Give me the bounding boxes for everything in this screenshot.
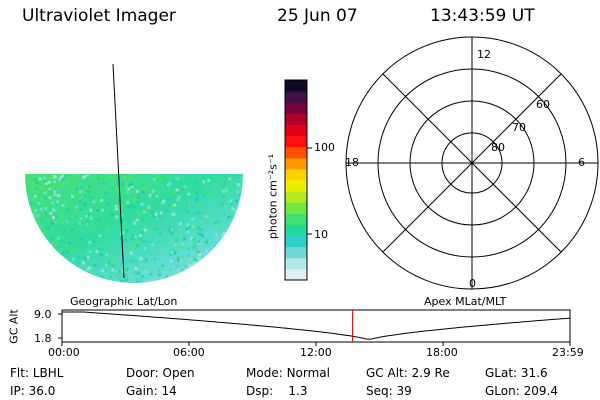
colorbar-block bbox=[285, 180, 307, 192]
glon-value: 209.4 bbox=[523, 384, 558, 398]
timeline-tick-0000: 00:00 bbox=[48, 346, 80, 359]
timeline-ymin: 1.8 bbox=[34, 332, 52, 345]
dsp-label: Dsp: 1.3 bbox=[246, 384, 308, 398]
colorbar-block bbox=[285, 224, 307, 237]
glon-label: GLon: 209.4 bbox=[485, 384, 558, 398]
colorbar-block bbox=[285, 246, 307, 259]
gc-alt-label: GC Alt: 2.9 Re bbox=[366, 366, 450, 380]
glat-label: GLat: 31.6 bbox=[485, 366, 548, 380]
dsp-value: 1.3 bbox=[288, 384, 308, 398]
colorbar-block bbox=[285, 213, 307, 225]
door-label: Door: Open bbox=[126, 366, 195, 380]
timeline-tick-2359: 23:59 bbox=[552, 346, 584, 359]
lat-label-70: 70 bbox=[512, 121, 526, 134]
mlt-label-18: 18 bbox=[345, 156, 359, 169]
gain-label: Gain: 14 bbox=[126, 384, 177, 398]
seq-label: Seq: 39 bbox=[366, 384, 412, 398]
uv-image bbox=[25, 63, 243, 283]
colorbar-block bbox=[285, 268, 307, 281]
gain-value: 14 bbox=[161, 384, 177, 398]
polar-caption: Apex MLat/MLT bbox=[424, 295, 507, 308]
door-value: Open bbox=[162, 366, 195, 380]
colorbar bbox=[284, 79, 312, 281]
mode-label: Mode: Normal bbox=[246, 366, 330, 380]
colorbar-tick-10: 10 bbox=[314, 228, 328, 241]
instrument-title: Ultraviolet Imager bbox=[22, 6, 176, 26]
mode-value: Normal bbox=[286, 366, 330, 380]
time-label: 13:43:59 UT bbox=[430, 6, 535, 26]
gc-alt-value: 2.9 Re bbox=[411, 366, 450, 380]
glat-value: 31.6 bbox=[520, 366, 548, 380]
colorbar-block bbox=[285, 80, 307, 92]
colorbar-block bbox=[285, 202, 307, 214]
lat-label-60: 60 bbox=[536, 98, 550, 111]
scan-line bbox=[112, 63, 125, 279]
lat-label-80: 80 bbox=[491, 141, 505, 154]
colorbar-block bbox=[285, 168, 307, 181]
colorbar-unit-label: photon cm⁻²s⁻¹ bbox=[266, 153, 280, 240]
ip-label: IP: 36.0 bbox=[10, 384, 56, 398]
seq-value: 39 bbox=[396, 384, 412, 398]
timeline-tick-1200: 12:00 bbox=[300, 346, 332, 359]
colorbar-block bbox=[285, 235, 307, 248]
colorbar-block bbox=[285, 146, 307, 159]
timeline-ymax: 9.0 bbox=[34, 308, 52, 321]
timeline-axis-label: GC Alt bbox=[7, 309, 21, 344]
colorbar-block bbox=[285, 257, 307, 270]
colorbar-block bbox=[285, 102, 307, 114]
colorbar-block bbox=[285, 124, 307, 137]
polar-plot bbox=[345, 36, 599, 290]
mlt-label-12: 12 bbox=[477, 48, 491, 61]
timeline-tick-1800: 18:00 bbox=[426, 346, 458, 359]
timeline-tick-0600: 06:00 bbox=[173, 346, 205, 359]
filter-value: LBHL bbox=[32, 366, 64, 380]
date-label: 25 Jun 07 bbox=[277, 6, 358, 26]
mlt-label-6: 6 bbox=[578, 156, 585, 169]
mlt-label-0: 0 bbox=[469, 277, 476, 290]
filter-label: Flt: LBHL bbox=[10, 366, 64, 380]
colorbar-tick-100: 100 bbox=[314, 141, 335, 154]
image-caption: Geographic Lat/Lon bbox=[70, 295, 178, 308]
altitude-timeline bbox=[58, 309, 571, 346]
colorbar-block bbox=[285, 191, 307, 203]
ip-value: 36.0 bbox=[28, 384, 56, 398]
colorbar-block bbox=[285, 157, 307, 170]
colorbar-block bbox=[285, 113, 307, 125]
colorbar-block bbox=[285, 91, 307, 103]
colorbar-block bbox=[285, 135, 307, 148]
